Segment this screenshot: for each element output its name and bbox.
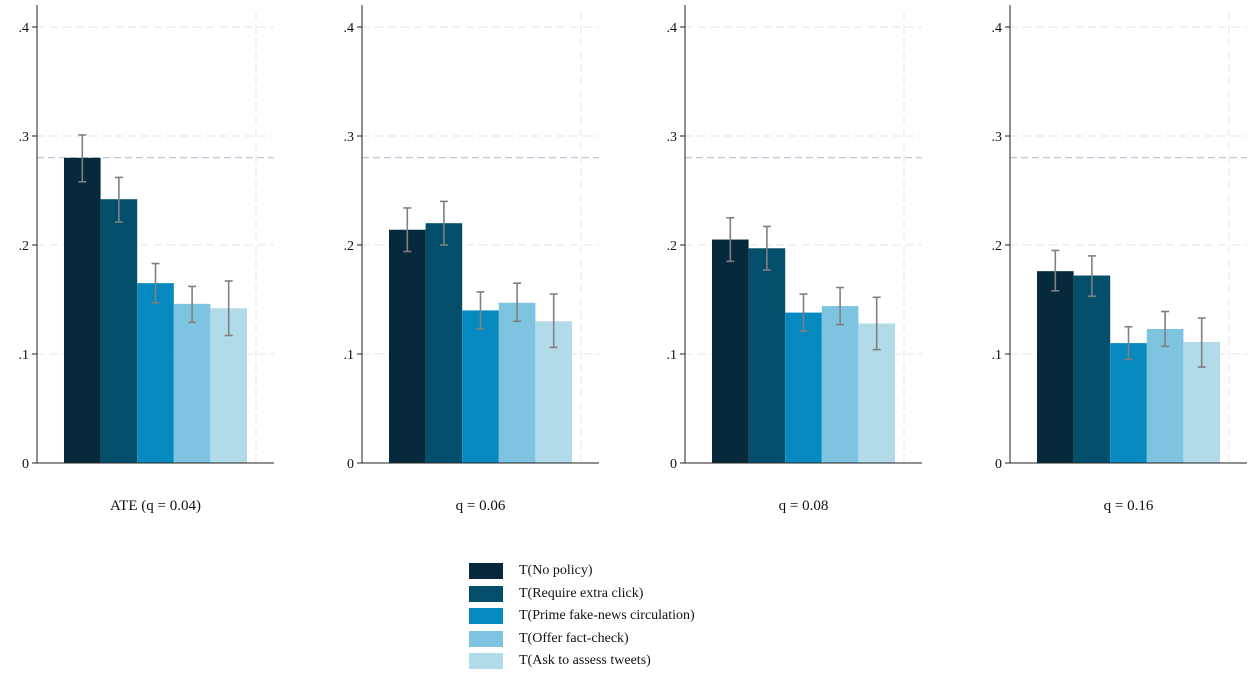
- bar-2: [748, 248, 786, 463]
- legend-label: T(No policy): [519, 563, 593, 579]
- y-tick-label: 0: [347, 457, 354, 472]
- legend-item: T(Offer fact-check): [469, 628, 695, 651]
- panel-label: q = 0.06: [456, 498, 506, 514]
- bar-1: [712, 239, 749, 463]
- y-tick-label: .2: [344, 239, 355, 254]
- error-bar-4: [513, 282, 522, 323]
- error-bar-1: [1051, 249, 1060, 292]
- bar-3: [1110, 343, 1147, 463]
- error-bar-1: [403, 207, 412, 253]
- y-tick-label: .4: [19, 21, 30, 36]
- error-bar-3: [151, 262, 160, 304]
- y-tick-label: .2: [19, 239, 30, 254]
- panel-label: q = 0.16: [1104, 498, 1154, 514]
- legend-label: T(Require extra click): [519, 585, 644, 601]
- legend-item: T(Ask to assess tweets): [469, 650, 695, 673]
- y-tick-label: .1: [19, 348, 30, 363]
- bar-1: [389, 229, 426, 463]
- error-bar-5: [549, 293, 558, 349]
- chart-panel-4: 0 .1 .2 .3 .4 q = 0.16: [992, 5, 1247, 514]
- error-bar-2: [1087, 255, 1096, 298]
- error-bar-4: [188, 285, 197, 324]
- error-bar-3: [476, 291, 485, 330]
- legend-item: T(Prime fake-news circulation): [469, 605, 695, 628]
- y-tick-label: 0: [22, 457, 29, 472]
- error-bar-2: [439, 200, 448, 246]
- y-tick-label: .3: [992, 130, 1003, 145]
- y-tick-label: .2: [667, 239, 678, 254]
- y-tick-label: .3: [19, 130, 30, 145]
- y-tick-label: .2: [992, 239, 1003, 254]
- bar-4: [173, 303, 211, 463]
- error-bar-2: [762, 225, 771, 271]
- legend-swatch: [469, 630, 503, 647]
- bar-2: [1073, 275, 1111, 463]
- legend-swatch: [469, 585, 503, 602]
- y-tick-label: .3: [667, 130, 678, 145]
- legend-item: T(No policy): [469, 560, 695, 583]
- y-tick-label: .4: [344, 21, 355, 36]
- legend-swatch: [469, 653, 503, 670]
- legend-label: T(Offer fact-check): [519, 630, 629, 646]
- panel-label: ATE (q = 0.04): [110, 498, 201, 514]
- bar-3: [137, 283, 174, 463]
- error-bar-1: [78, 134, 87, 183]
- y-tick-label: .1: [992, 348, 1003, 363]
- legend-label: T(Ask to assess tweets): [519, 653, 651, 669]
- bar-chart-figure: 0 .1 .2 .3 .4 ATE (q = 0.04) 0 .1 .2 .3 .4 q = 0.06…: [19, 5, 1247, 514]
- y-tick-label: .1: [344, 348, 355, 363]
- error-bar-5: [1197, 317, 1206, 368]
- bar-1: [1037, 271, 1074, 463]
- y-tick-label: .4: [992, 21, 1003, 36]
- error-bar-5: [872, 296, 881, 351]
- chart-panel-3: 0 .1 .2 .3 .4 q = 0.08: [667, 5, 922, 514]
- chart-legend: T(No policy) T(Require extra click) T(Prim…: [469, 560, 695, 673]
- chart-panel-1: 0 .1 .2 .3 .4 ATE (q = 0.04): [19, 5, 274, 514]
- bar-2: [100, 199, 138, 463]
- bar-3: [785, 312, 822, 463]
- legend-swatch: [469, 608, 503, 625]
- panel-label: q = 0.08: [779, 498, 829, 514]
- bar-3: [462, 310, 499, 463]
- error-bar-1: [726, 216, 735, 263]
- bar-4: [821, 306, 859, 463]
- error-bar-5: [224, 280, 233, 337]
- error-bar-2: [114, 176, 123, 223]
- y-tick-label: .1: [667, 348, 678, 363]
- legend-swatch: [469, 563, 503, 580]
- bar-1: [64, 157, 101, 464]
- legend-item: T(Require extra click): [469, 583, 695, 606]
- y-tick-label: .4: [667, 21, 678, 36]
- bar-4: [1146, 328, 1184, 463]
- error-bar-4: [836, 286, 845, 326]
- y-tick-label: 0: [995, 457, 1002, 472]
- y-tick-label: 0: [670, 457, 677, 472]
- error-bar-3: [1124, 325, 1133, 361]
- bar-4: [498, 302, 536, 463]
- y-tick-label: .3: [344, 130, 355, 145]
- error-bar-3: [799, 293, 808, 332]
- chart-panel-2: 0 .1 .2 .3 .4 q = 0.06: [344, 5, 599, 514]
- bar-2: [425, 223, 463, 463]
- error-bar-4: [1161, 310, 1170, 348]
- legend-label: T(Prime fake-news circulation): [519, 608, 695, 624]
